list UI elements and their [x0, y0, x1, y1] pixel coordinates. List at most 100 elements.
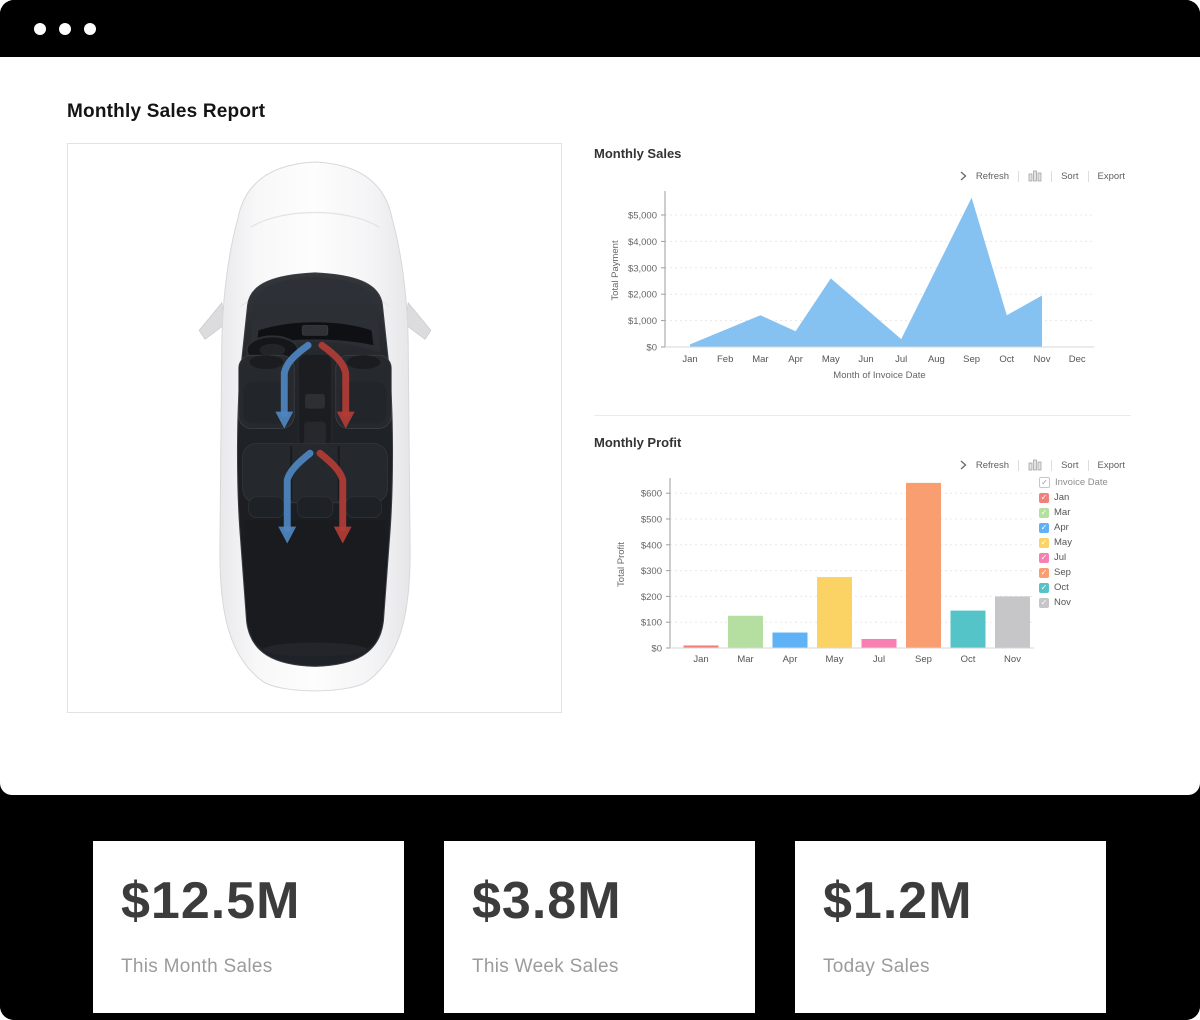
svg-text:Apr: Apr	[788, 354, 803, 365]
profit-bar-apr[interactable]	[772, 632, 808, 648]
monthly-profit-chart-svg[interactable]: $0 $100 $200 $300 $400 $500 $600 Jan Mar Apr May Ju…	[594, 476, 1039, 668]
export-button[interactable]: Export	[1097, 170, 1125, 182]
window-menu-dot-3[interactable]	[84, 22, 96, 35]
refresh-button[interactable]: Refresh	[975, 459, 1010, 471]
legend-item-label: Apr	[1054, 522, 1069, 533]
profit-chart-title: Monthly Profit	[594, 435, 682, 450]
legend-item-label: Nov	[1054, 597, 1071, 608]
legend-item-label: Sep	[1054, 567, 1071, 578]
legend-item-label: Oct	[1054, 582, 1069, 593]
refresh-button[interactable]: Refresh	[975, 170, 1010, 182]
toolbar-separator	[1018, 459, 1020, 471]
export-button[interactable]: Export	[1097, 459, 1125, 471]
profit-bar-jan[interactable]	[683, 645, 719, 648]
profit-bar-may[interactable]	[817, 577, 852, 648]
svg-text:$1,000: $1,000	[628, 316, 657, 327]
window-titlebar	[0, 0, 1200, 57]
legend-item-label: Jan	[1054, 492, 1070, 503]
svg-text:Nov: Nov	[1034, 354, 1051, 365]
checkbox-icon: ✓	[1039, 492, 1049, 503]
stats-footer: $12.5M This Month Sales $3.8M This Week …	[0, 795, 1200, 1020]
svg-text:Jul: Jul	[873, 654, 885, 665]
svg-text:Jul: Jul	[895, 354, 907, 365]
svg-text:Feb: Feb	[717, 354, 733, 365]
stat-card-today: $1.2M Today Sales	[795, 841, 1106, 1013]
collapse-chevron-button[interactable]	[960, 460, 967, 470]
svg-text:$400: $400	[641, 540, 662, 551]
svg-text:$4,000: $4,000	[628, 237, 657, 248]
profit-bar-jul[interactable]	[861, 638, 897, 648]
toolbar-separator	[1051, 170, 1053, 182]
svg-text:Jan: Jan	[682, 354, 697, 365]
svg-text:$600: $600	[641, 489, 662, 500]
svg-text:$100: $100	[641, 618, 662, 629]
legend-item-apr[interactable]: ✓ Apr	[1039, 522, 1131, 533]
svg-text:Dec: Dec	[1069, 354, 1086, 365]
legend-item-label: Jul	[1054, 552, 1067, 563]
sort-button[interactable]: Sort	[1061, 459, 1079, 471]
svg-text:Sep: Sep	[915, 654, 932, 665]
chart-type-button[interactable]	[1028, 170, 1042, 182]
chart-type-button[interactable]	[1028, 459, 1042, 471]
sales-area-series	[690, 197, 1042, 347]
stat-label: This Month Sales	[121, 956, 273, 977]
airflow-blue-rear	[277, 449, 314, 543]
stat-value: $3.8M	[472, 872, 622, 930]
legend-item-sep[interactable]: ✓ Sep	[1039, 567, 1131, 578]
svg-text:$300: $300	[641, 566, 662, 577]
svg-text:$0: $0	[651, 644, 662, 655]
checkbox-icon: ✓	[1039, 582, 1049, 593]
legend-item-may[interactable]: ✓ May	[1039, 537, 1131, 548]
stat-label: Today Sales	[823, 956, 930, 977]
airflow-red-front	[317, 341, 355, 428]
checkbox-icon: ✓	[1039, 522, 1049, 533]
checkbox-icon: ✓	[1039, 507, 1049, 518]
legend-item-nov[interactable]: ✓ Nov	[1039, 597, 1131, 608]
toolbar-separator	[1051, 459, 1053, 471]
svg-text:Nov: Nov	[1004, 654, 1021, 665]
monthly-sales-section: Monthly Sales Refresh	[594, 146, 1131, 389]
svg-text:Month of Invoice Date: Month of Invoice Date	[833, 370, 925, 381]
window-menu-dot-1[interactable]	[34, 22, 46, 35]
profit-bar-sep[interactable]	[906, 482, 941, 648]
airflow-blue-front	[274, 341, 312, 428]
legend-header-invoice-date[interactable]: ✓ Invoice Date	[1039, 477, 1131, 488]
left-mirror	[198, 301, 225, 340]
monthly-sales-chart-svg[interactable]: $0 $1,000 $2,000 $3,000 $4,000 $5,000 Jan Feb Ma…	[594, 189, 1129, 389]
svg-text:$0: $0	[646, 343, 657, 354]
legend-item-jan[interactable]: ✓ Jan	[1039, 492, 1131, 503]
profit-bar-nov[interactable]	[995, 596, 1030, 648]
checkbox-icon: ✓	[1039, 552, 1049, 563]
collapse-chevron-button[interactable]	[960, 171, 967, 181]
window-menu-dot-2[interactable]	[59, 22, 71, 35]
sort-button[interactable]: Sort	[1061, 170, 1079, 182]
profit-chart-toolbar: Refresh Sort Export	[594, 459, 1131, 471]
column-chart-icon	[1028, 459, 1042, 471]
toolbar-separator	[1087, 459, 1089, 471]
checkbox-icon: ✓	[1039, 477, 1050, 488]
checkbox-icon: ✓	[1039, 537, 1049, 548]
stat-value: $12.5M	[121, 872, 301, 930]
report-content: Monthly Sales Report	[0, 57, 1200, 795]
legend-item-jul[interactable]: ✓ Jul	[1039, 552, 1131, 563]
profit-bar-oct[interactable]	[950, 610, 986, 648]
svg-text:$500: $500	[641, 515, 662, 526]
front-right-seat	[334, 354, 392, 429]
svg-text:$2,000: $2,000	[628, 290, 657, 301]
car-image-panel	[67, 143, 562, 713]
profit-bar-mar[interactable]	[728, 615, 763, 648]
legend-item-label: Mar	[1054, 507, 1071, 518]
svg-text:May: May	[826, 654, 844, 665]
stat-label: This Week Sales	[472, 956, 619, 977]
svg-text:$200: $200	[641, 592, 662, 603]
svg-text:Apr: Apr	[783, 654, 798, 665]
charts-column: Monthly Sales Refresh	[594, 143, 1131, 713]
right-mirror	[404, 301, 431, 340]
svg-text:Total Profit: Total Profit	[616, 542, 627, 587]
legend-item-oct[interactable]: ✓ Oct	[1039, 582, 1131, 593]
svg-text:Aug: Aug	[928, 354, 945, 365]
car-top-view-image	[198, 160, 431, 691]
legend-item-mar[interactable]: ✓ Mar	[1039, 507, 1131, 518]
chevron-right-icon	[960, 460, 967, 470]
rear-deck	[244, 520, 385, 655]
